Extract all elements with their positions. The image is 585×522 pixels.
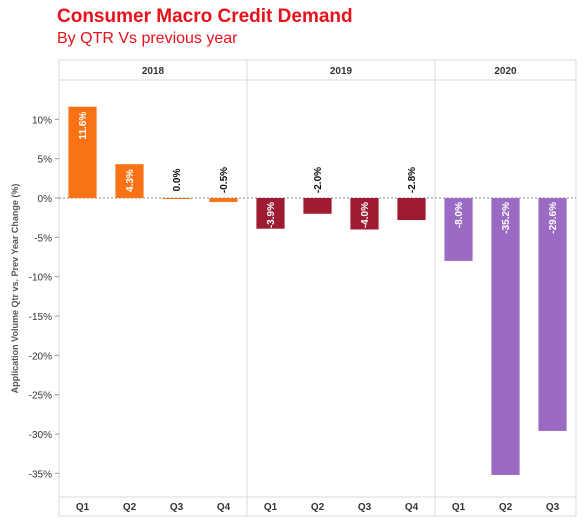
- bar-2018-Q3: [162, 198, 191, 200]
- x-tick-label: Q3: [170, 502, 184, 513]
- data-label: -4.0%: [360, 202, 371, 228]
- data-label: -29.6%: [548, 202, 559, 234]
- x-tick-label: Q3: [358, 502, 372, 513]
- plot-frame: [58, 59, 577, 517]
- y-tick-label: 10%: [32, 115, 52, 126]
- y-tick-label: -30%: [29, 430, 52, 441]
- bar-2018-Q4: [209, 198, 238, 202]
- year-header-2020: 2020: [494, 66, 517, 77]
- bar-2019-Q3: [350, 198, 379, 230]
- x-tick-label: Q1: [264, 502, 278, 513]
- y-tick-label: 5%: [38, 155, 53, 166]
- x-tick-label: Q4: [405, 502, 419, 513]
- year-header-2018: 2018: [142, 66, 165, 77]
- x-tick-label: Q1: [76, 502, 90, 513]
- x-tick-label: Q2: [311, 502, 325, 513]
- year-header-2019: 2019: [330, 66, 353, 77]
- y-tick-label: -15%: [29, 312, 52, 323]
- y-tick-label: -20%: [29, 351, 52, 362]
- y-tick-label: 0%: [38, 194, 53, 205]
- y-axis-label: Application Volume Qtr vs. Prev Year Cha…: [10, 184, 20, 394]
- data-label: 0.0%: [172, 169, 183, 192]
- bar-2018-Q1: [68, 106, 97, 199]
- data-label: 4.3%: [125, 169, 136, 192]
- data-label: -2.0%: [313, 167, 324, 193]
- bar-2019-Q2: [303, 198, 332, 214]
- x-tick-label: Q2: [123, 502, 137, 513]
- chart-subtitle: By QTR Vs previous year: [57, 30, 238, 47]
- bar-2019-Q4: [397, 198, 426, 221]
- chart-title: Consumer Macro Credit Demand: [57, 6, 353, 27]
- y-tick-label: -35%: [29, 469, 52, 480]
- data-label: -35.2%: [501, 202, 512, 234]
- bar-2019-Q1: [256, 198, 285, 229]
- bar-2018-Q2: [115, 164, 144, 199]
- y-tick-label: -10%: [29, 273, 52, 284]
- data-label: 11.6%: [78, 112, 89, 140]
- data-label: -2.8%: [407, 167, 418, 193]
- y-tick-label: -25%: [29, 391, 52, 402]
- bar-2020-Q1: [444, 198, 473, 261]
- y-tick-label: -5%: [34, 233, 52, 244]
- x-tick-label: Q4: [217, 502, 231, 513]
- data-label: -0.5%: [219, 167, 230, 193]
- data-label: -8.0%: [454, 202, 465, 228]
- x-tick-label: Q1: [452, 502, 466, 513]
- x-tick-label: Q3: [546, 502, 560, 513]
- x-tick-label: Q2: [499, 502, 513, 513]
- bar-2020-Q2: [491, 198, 520, 475]
- data-label: -3.9%: [266, 202, 277, 228]
- bar-2020-Q3: [538, 198, 567, 431]
